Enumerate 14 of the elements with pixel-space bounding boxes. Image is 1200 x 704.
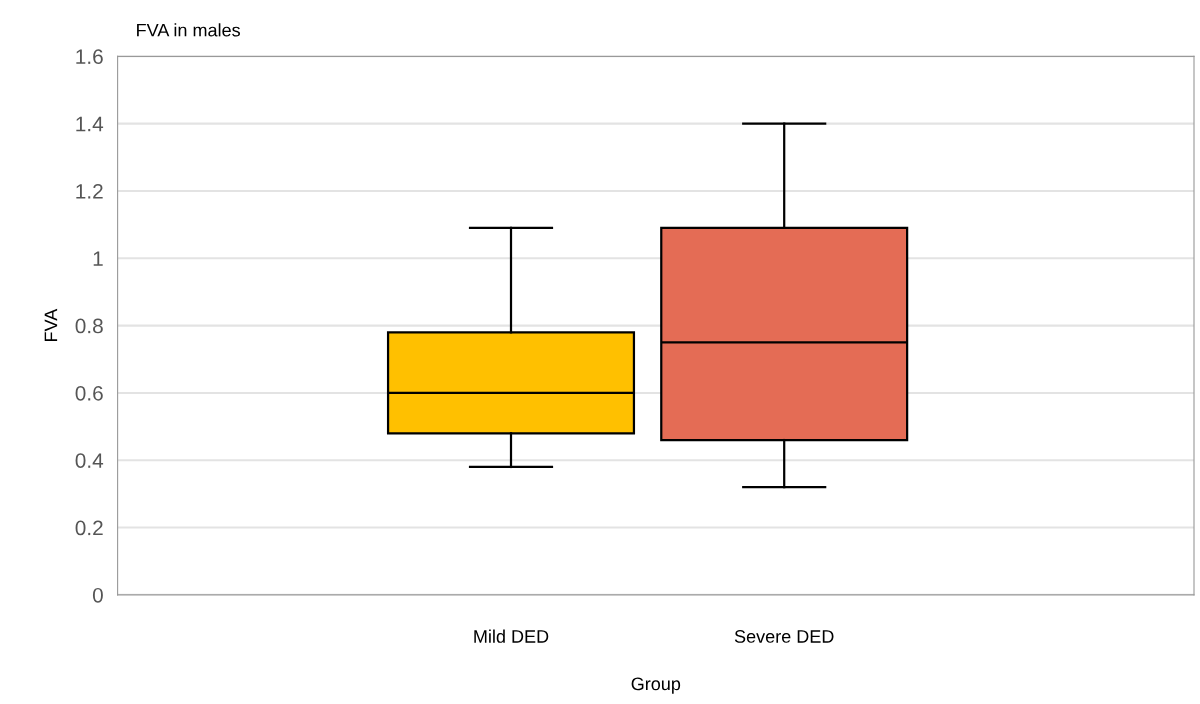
y-tick-label: 0.8: [75, 318, 103, 334]
y-tick-label: 1: [93, 251, 103, 266]
y-axis-title: FVA: [44, 308, 58, 342]
x-tick-label: Mild DED: [474, 629, 549, 643]
y-tick-label: 1.4: [76, 116, 104, 132]
y-tick-label: 1.6: [76, 49, 103, 65]
y-tick-label: 1.2: [76, 183, 103, 199]
chart-title: FVA in males: [137, 23, 240, 37]
y-tick-label: 0: [92, 587, 103, 603]
y-tick-label: 0.6: [75, 385, 103, 401]
y-tick-label: 0.4: [75, 453, 104, 468]
x-tick-label: Severe DED: [734, 630, 834, 643]
x-axis-title: Group: [631, 677, 681, 694]
y-tick-label: 0.2: [75, 520, 103, 536]
